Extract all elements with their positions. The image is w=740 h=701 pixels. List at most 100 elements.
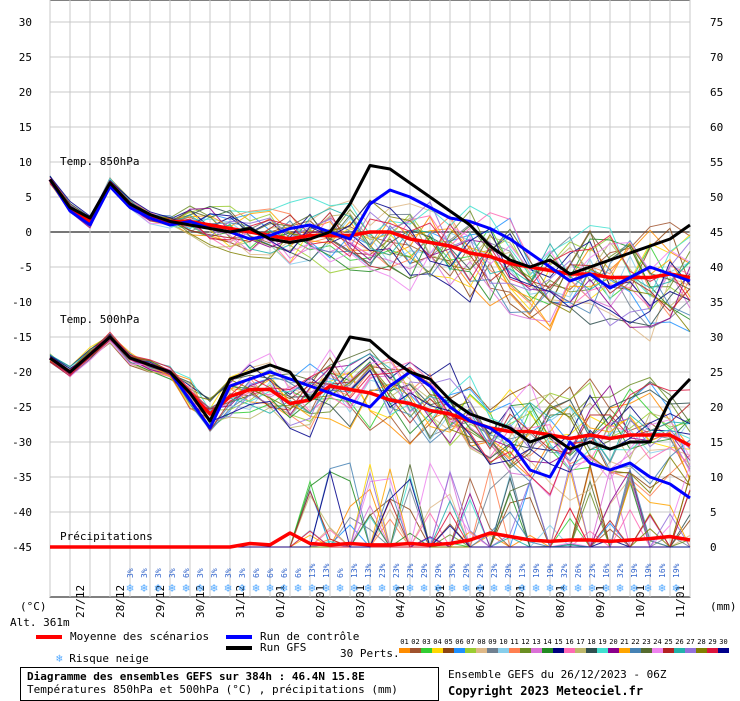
- snow-risk-label: 3%: [196, 568, 205, 578]
- perturbation-legend-item: 04: [432, 638, 443, 653]
- y-tick-right: 70: [710, 51, 723, 64]
- snow-risk-row: 3% ❄ 3% ❄ 3% ❄ 3% ❄ 6% ❄ 3% ❄ 3% ❄ 3% ❄ 3% ❄ 6% ❄ 6% ❄ 6% ❄ 6% ❄ 1…: [126, 563, 681, 595]
- snowflake-icon: ❄: [448, 581, 455, 595]
- snowflake-icon: ❄: [266, 581, 273, 595]
- x-date-label: 10/01: [634, 585, 647, 618]
- snow-risk-label: 3%: [126, 568, 135, 578]
- perturbation-legend-item: 02: [410, 638, 421, 653]
- snowflake-icon: ❄: [140, 581, 147, 595]
- series-t850-0000ff: [48, 178, 691, 290]
- perturbation-legend-item: 16: [564, 638, 575, 653]
- snow-risk-label: 6%: [294, 568, 303, 578]
- snow-risk-label: 32%: [616, 563, 625, 578]
- perturbation-legend-item: 20: [608, 638, 619, 653]
- snow-risk-label: 19%: [630, 563, 639, 578]
- snow-risk-label: 23%: [588, 563, 597, 578]
- perturbation-legend-item: 14: [542, 638, 553, 653]
- perturbation-legend-item: 17: [575, 638, 586, 653]
- snowflake-icon: ❄: [420, 581, 427, 595]
- y-tick-right: 55: [710, 156, 723, 169]
- series-t850-000000: [48, 164, 691, 276]
- x-date-label: 29/12: [154, 585, 167, 618]
- snow-risk-label: 13%: [518, 563, 527, 578]
- copyright: Copyright 2023 Meteociel.fr: [448, 684, 644, 698]
- perturbation-legend-item: 03: [421, 638, 432, 653]
- snowflake-icon: ❄: [364, 581, 371, 595]
- x-date-label: 04/01: [394, 585, 407, 618]
- perturbation-legend-item: 05: [443, 638, 454, 653]
- y-tick-left: -25: [12, 401, 32, 414]
- y-tick-right: 10: [710, 471, 723, 484]
- perturbation-legend-item: 18: [586, 638, 597, 653]
- snowflake-icon: ❄: [574, 581, 581, 595]
- legend-gfs: Run GFS: [226, 641, 306, 654]
- label-t500: Temp. 500hPa: [60, 313, 139, 326]
- legend-mean: Moyenne des scénarios: [36, 630, 209, 643]
- perturbation-line: [49, 336, 691, 463]
- snow-risk-label: 16%: [658, 563, 667, 578]
- main-series: [48, 164, 692, 549]
- perturbation-legend-item: 12: [520, 638, 531, 653]
- x-date-label: 01/01: [274, 585, 287, 618]
- snow-risk-label: 16%: [602, 563, 611, 578]
- snowflake-icon: ❄: [560, 581, 567, 595]
- snowflake-icon: ❄: [182, 581, 189, 595]
- snow-risk-label: 29%: [462, 563, 471, 578]
- snowflake-icon: ❄: [336, 581, 343, 595]
- snowflake-icon: ❄: [532, 581, 539, 595]
- snow-risk-label: 19%: [672, 563, 681, 578]
- series-t500-000000: [49, 335, 692, 451]
- snowflake-icon: ❄: [406, 581, 413, 595]
- x-date-label: 07/01: [514, 585, 527, 618]
- snowflake-icon: ❄: [602, 581, 609, 595]
- y-tick-right: 30: [710, 331, 723, 344]
- legend-control: Run de contrôle: [226, 630, 359, 643]
- chart-subtitle: Températures 850hPa et 500hPa (°C) , pré…: [27, 683, 398, 696]
- y-tick-right: 0: [710, 541, 717, 554]
- x-date-label: 03/01: [354, 585, 367, 618]
- x-date-label: 28/12: [114, 585, 127, 618]
- y-tick-left: -30: [12, 436, 32, 449]
- perturbation-legend-item: 07: [465, 638, 476, 653]
- snowflake-icon: ❄: [630, 581, 637, 595]
- x-date-label: 08/01: [554, 585, 567, 618]
- perturbation-legend-item: 15: [553, 638, 564, 653]
- perturbation-legend-item: 28: [696, 638, 707, 653]
- snow-risk-label: 6%: [266, 568, 275, 578]
- snow-risk-label: 29%: [420, 563, 429, 578]
- snow-risk-label: 3%: [168, 568, 177, 578]
- snow-risk-label: 13%: [308, 563, 317, 578]
- perturbation-legend-item: 19: [597, 638, 608, 653]
- y-tick-left: 10: [19, 156, 32, 169]
- label-precip: Précipitations: [60, 530, 153, 543]
- snow-risk-label: 23%: [378, 563, 387, 578]
- snowflake-icon: ❄: [224, 581, 231, 595]
- snow-risk-label: 6%: [280, 568, 289, 578]
- y-tick-right: 50: [710, 191, 723, 204]
- perturbation-legend-item: 13: [531, 638, 542, 653]
- series-precip-ff0000: [50, 531, 691, 549]
- snowflake-icon: ❄: [672, 581, 679, 595]
- snow-risk-label: 3%: [224, 568, 233, 578]
- y-tick-right: 20: [710, 401, 723, 414]
- snowflake-icon: ❄: [476, 581, 483, 595]
- perturbation-legend: 01 02 03 04 05 06 07 08 09 10 11 12 13 14 15 16 17 18 19 20…: [399, 638, 734, 660]
- x-date-label: 11/01: [674, 585, 687, 618]
- x-date-label: 09/01: [594, 585, 607, 618]
- perturbation-legend-item: 21: [619, 638, 630, 653]
- snow-risk-label: 19%: [644, 563, 653, 578]
- snow-risk-label: 3%: [154, 568, 163, 578]
- snow-risk-label: 6%: [252, 568, 261, 578]
- chart-grid: [49, 0, 691, 598]
- perturbation-legend-item: 23: [641, 638, 652, 653]
- x-date-label: 02/01: [314, 585, 327, 618]
- x-date-label: 27/12: [74, 585, 87, 618]
- snowflake-icon: ❄: [462, 581, 469, 595]
- snow-risk-label: 23%: [406, 563, 415, 578]
- snowflake-icon: ❄: [238, 581, 245, 595]
- perturbation-legend-item: 25: [663, 638, 674, 653]
- perturbation-legend-item: 11: [509, 638, 520, 653]
- snowflake-icon: ❄: [308, 581, 315, 595]
- snow-risk-label: 6%: [182, 568, 191, 578]
